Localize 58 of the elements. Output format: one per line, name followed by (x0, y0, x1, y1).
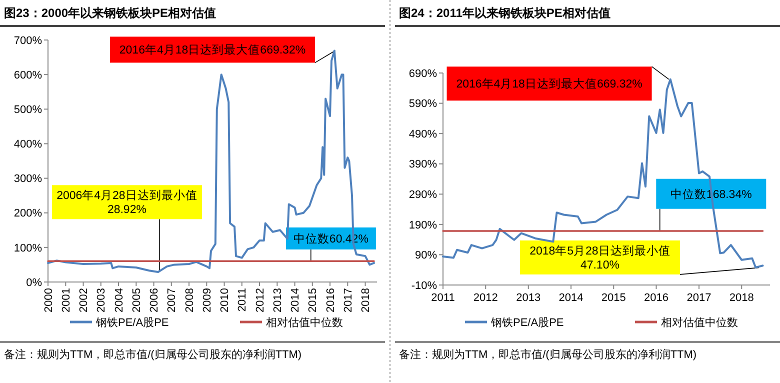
x-tick-label: 2002 (78, 288, 90, 312)
y-tick-label: 300% (14, 173, 42, 186)
y-tick-label: 590% (408, 98, 438, 110)
x-tick-label: 2001 (60, 288, 73, 312)
y-tick-label: 700% (14, 34, 42, 47)
annotation: 中位数60.42% (293, 232, 368, 246)
annotation: 2006年4月28日达到最小值28.92% (56, 189, 198, 216)
chart-title: 图24：2011年以来钢铁板块PE相对估值 (399, 6, 610, 20)
x-tick-label: 2011 (236, 288, 249, 312)
x-tick-label: 2018 (360, 288, 372, 312)
x-tick-label: 2006 (148, 288, 161, 312)
y-tick-label: 290% (408, 188, 438, 201)
x-tick-label: 2017 (686, 292, 712, 304)
annotation: 中位数168.34% (670, 188, 752, 201)
y-tick-label: 390% (408, 158, 438, 171)
x-tick-label: 2011 (431, 292, 455, 304)
line-series (442, 78, 764, 268)
y-tick-label: 500% (14, 104, 42, 116)
x-tick-label: 2005 (131, 288, 144, 312)
legend-label: 钢铁PE/A股PE (95, 316, 169, 329)
y-tick-label: 190% (408, 219, 438, 232)
legend-label: 相对估值中位数 (266, 316, 343, 329)
x-tick-label: 2004 (113, 288, 126, 312)
x-tick-label: 2003 (96, 288, 108, 312)
y-tick-label: 200% (14, 208, 42, 220)
x-tick-label: 2018 (729, 292, 754, 304)
legend-label: 钢铁PE/A股PE (490, 316, 564, 329)
y-tick-label: 90% (414, 250, 438, 262)
x-tick-label: 2012 (473, 292, 498, 304)
x-tick-label: 2014 (558, 292, 584, 304)
x-tick-label: 2009 (202, 288, 214, 312)
x-tick-label: 2008 (184, 288, 196, 312)
x-tick-label: 2013 (516, 292, 541, 304)
annotation: 2016年4月18日达到最大值669.32% (119, 44, 306, 57)
x-tick-label: 2016 (644, 292, 668, 304)
legend-label: 相对估值中位数 (661, 316, 738, 329)
text: 备注：规则为TTM，即总市值/(归属母公司股东的净利润TTM) (4, 348, 302, 361)
y-tick-label: 490% (408, 128, 438, 140)
x-tick-label: 2010 (219, 288, 232, 312)
y-tick-label: -10% (411, 280, 438, 292)
text: 备注：规则为TTM，即总市值/(归属母公司股东的净利润TTM) (399, 348, 697, 361)
x-tick-label: 2014 (290, 288, 302, 312)
y-tick-label: 400% (14, 138, 42, 151)
x-tick-label: 2000 (42, 288, 55, 312)
x-tick-label: 2007 (166, 288, 178, 312)
y-tick-label: 0% (26, 276, 42, 289)
x-tick-label: 2015 (307, 288, 320, 312)
x-tick-label: 2015 (601, 292, 626, 304)
x-tick-label: 2016 (324, 288, 337, 312)
y-tick-label: 600% (14, 69, 42, 82)
annotation: 2016年4月18日达到最大值669.32% (456, 78, 642, 91)
annotation: 2018年5月28日达到最小值47.10% (530, 244, 670, 272)
y-tick-label: 100% (14, 242, 42, 254)
x-tick-label: 2013 (272, 288, 284, 312)
chart-title: 图23：2000年以来钢铁板块PE相对估值 (4, 6, 216, 20)
x-tick-label: 2012 (254, 288, 266, 312)
y-tick-label: 690% (408, 68, 438, 80)
x-tick-label: 2017 (342, 288, 355, 312)
